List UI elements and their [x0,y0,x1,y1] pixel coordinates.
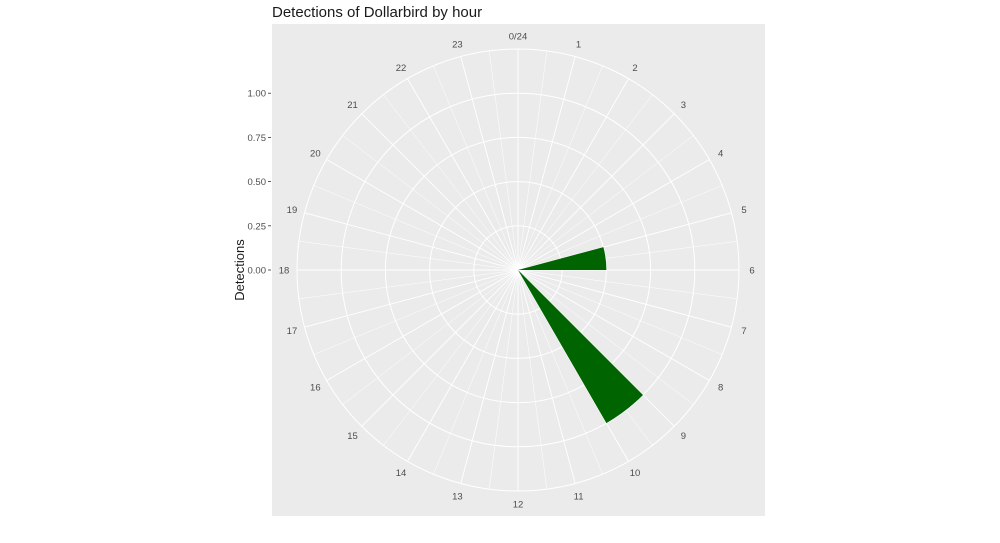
hour-label: 1 [576,39,581,50]
hour-label: 5 [741,205,746,216]
circular-grid-line [340,92,696,448]
major-radial-grid-line [517,269,732,328]
hour-label: 16 [310,383,321,394]
y-tick-label: 0.25 [248,221,267,232]
chart-title: Detections of Dollarbird by hour [272,4,482,21]
minor-radial-grid-line [342,269,519,405]
hour-label: 22 [396,63,407,74]
major-radial-grid-line [326,159,519,271]
minor-radial-grid-line [433,269,519,475]
hour-label: 12 [513,500,524,511]
minor-radial-grid-line [313,269,519,355]
minor-radial-grid-line [488,50,519,271]
hour-label: 23 [452,39,463,50]
minor-radial-grid-line [433,65,519,271]
hour-label: 7 [741,326,746,337]
hour-label: 17 [287,326,298,337]
y-tick-label: 0.00 [248,266,267,277]
hour-label: 4 [718,149,723,160]
major-radial-grid-line [517,78,629,271]
major-radial-grid-line [460,269,519,484]
minor-radial-grid-line [517,50,548,271]
hour-label: 15 [347,431,358,442]
y-axis-label: Detections [232,239,247,301]
hour-label: 3 [681,100,686,111]
minor-radial-grid-line [517,269,738,300]
hour-labels: 0/24123456789101112131415161718192021222… [279,32,755,511]
major-radial-grid-line [517,269,576,484]
hour-label: 18 [279,266,290,277]
hour-label: 8 [718,383,723,394]
major-radial-grid-line [361,269,519,427]
hour-label: 11 [574,492,584,503]
outer-grid-circle [296,48,740,492]
hour-label: 13 [452,492,463,503]
bar-hour-6 [518,247,607,270]
hour-label: 6 [749,266,754,277]
major-radial-grid-line [460,56,519,271]
minor-radial-grid-line [517,94,653,271]
minor-radial-grid-line [313,185,519,271]
major-radial-grid-line [361,113,519,271]
y-tick-label: 1.00 [248,89,267,100]
major-radial-grid-line [517,269,710,381]
hour-label: 20 [310,149,321,160]
minor-radial-grid-line [488,269,519,490]
grid-lines [296,48,740,492]
y-axis-ticks: 0.00 0.25 0.50 0.75 1.00 [248,89,271,277]
major-radial-grid-line [326,269,519,381]
y-tick-label: 0.75 [248,133,267,144]
minor-radial-grid-line [517,269,603,475]
major-radial-grid-line [517,212,732,271]
major-radial-grid-line [517,269,629,462]
bars [518,247,644,424]
hour-label: 19 [287,205,298,216]
minor-radial-grid-line [383,94,519,271]
major-radial-grid-line [407,78,519,271]
minor-radial-grid-line [298,269,519,300]
hour-label: 14 [396,468,407,479]
minor-radial-grid-line [517,269,723,355]
major-radial-grid-line [517,113,675,271]
minor-radial-grid-line [298,240,519,271]
hour-label: 9 [681,431,686,442]
minor-radial-grid-line [517,185,723,271]
minor-radial-grid-line [517,269,548,490]
major-radial-grid-line [407,269,519,462]
major-radial-grid-line [304,269,519,328]
minor-radial-grid-line [517,65,603,271]
major-radial-grid-line [304,212,519,271]
circular-grid-line [384,136,652,404]
y-tick-label: 0.50 [248,177,267,188]
minor-radial-grid-line [342,135,519,271]
major-radial-grid-line [517,159,710,271]
hour-label: 10 [630,468,641,479]
minor-radial-grid-line [517,269,694,405]
bar-hour-10 [518,270,644,424]
hour-label: 21 [347,100,358,111]
minor-radial-grid-line [383,269,519,446]
minor-radial-grid-line [517,135,694,271]
hour-label: 2 [632,63,637,74]
hour-label: 0/24 [509,32,528,43]
major-radial-grid-line [517,56,576,271]
